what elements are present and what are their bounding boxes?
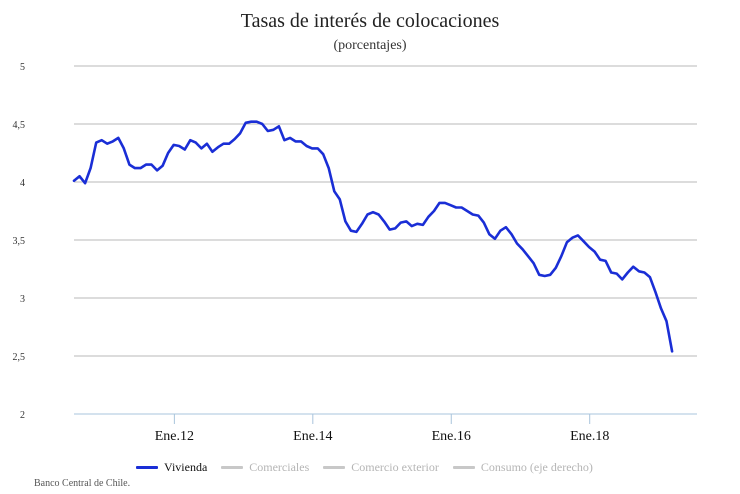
legend-swatch xyxy=(452,466,475,469)
y-tick-label: 4,5 xyxy=(13,120,26,131)
y-tick-label: 2 xyxy=(20,410,25,421)
x-tick-label: Ene.14 xyxy=(293,429,332,444)
chart-legend: Vivienda Comerciales Comercio exterior Cons… xyxy=(136,460,593,475)
legend-swatch xyxy=(323,466,346,469)
y-tick-label: 2,5 xyxy=(13,352,26,363)
chart-subtitle: (porcentajes) xyxy=(333,38,407,53)
legend-swatch xyxy=(221,466,244,469)
x-tick-label: Ene.12 xyxy=(155,429,194,444)
legend-label: Consumo (eje derecho) xyxy=(480,460,593,474)
y-tick-label: 4 xyxy=(20,178,25,189)
legend-label: Comercio exterior xyxy=(351,460,439,474)
legend-item[interactable]: Comercio exterior xyxy=(323,460,439,475)
legend-swatch xyxy=(136,466,158,469)
y-tick-label: 3,5 xyxy=(13,236,26,247)
x-tick-label: Ene.16 xyxy=(432,429,471,444)
source-note: Banco Central de Chile. xyxy=(34,478,131,489)
y-tick-label: 5 xyxy=(20,62,25,73)
x-tick-label: Ene.18 xyxy=(570,429,609,444)
legend-label: Comerciales xyxy=(249,460,310,474)
series-line-vivienda xyxy=(72,120,674,353)
legend-item[interactable]: Vivienda xyxy=(136,460,207,475)
chart-title: Tasas de interés de colocaciones xyxy=(240,10,500,32)
legend-label: Vivienda xyxy=(164,460,208,474)
y-tick-label: 3 xyxy=(20,294,25,305)
legend-item[interactable]: Consumo (eje derecho) xyxy=(452,460,593,475)
legend-item[interactable]: Comerciales xyxy=(221,460,309,475)
